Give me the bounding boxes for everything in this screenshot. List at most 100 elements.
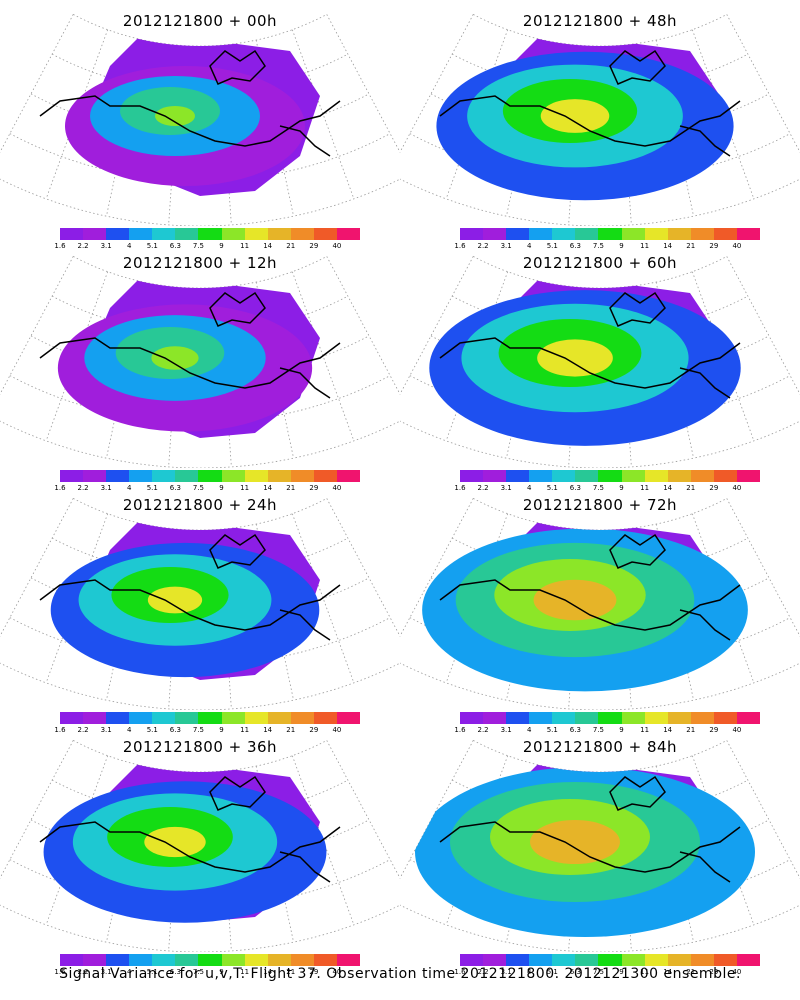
colorbar-tick-label: 4 — [126, 484, 132, 492]
map-panel: 2012121800 + 00h 1.6 2.2 3.1 4 5.1 6.3 7.5 9 11 14… — [0, 6, 400, 251]
colorbar-swatch — [129, 954, 153, 966]
colorbar-swatch — [690, 954, 714, 966]
variance-map — [0, 740, 400, 952]
colorbar-swatch — [152, 228, 176, 240]
colorbar-swatch — [290, 470, 314, 482]
colorbar-swatch — [106, 954, 130, 966]
colorbar-tick-label: 2.2 — [477, 242, 489, 250]
colorbar-tick-label: 21 — [286, 484, 296, 492]
map-panel: 2012121800 + 72h 1.6 2.2 3.1 4 5.1 6.3 7.5 9 11 14… — [400, 490, 800, 735]
colorbar-tick-label: 29 — [309, 968, 319, 976]
colorbar-swatch — [336, 954, 361, 966]
colorbar-swatch — [736, 954, 761, 966]
colorbar — [60, 712, 361, 724]
colorbar-tick-label: 9 — [619, 968, 624, 976]
colorbar-swatch — [152, 470, 176, 482]
colorbar-swatch — [198, 228, 222, 240]
colorbar-swatch — [221, 954, 245, 966]
colorbar-tick-label: 3.1 — [500, 726, 512, 734]
colorbar-tick-label: 4 — [526, 726, 532, 734]
panel-title: 2012121800 + 36h — [122, 738, 278, 756]
colorbar-tick-label: 5.1 — [146, 726, 158, 734]
colorbar — [60, 470, 361, 482]
colorbar-tick-label: 6.3 — [169, 242, 181, 250]
colorbar-swatch — [175, 954, 199, 966]
colorbar-swatch — [667, 228, 691, 240]
colorbar-swatch — [175, 228, 199, 240]
colorbar-swatch — [644, 712, 668, 724]
colorbar-tick-label: 9 — [219, 484, 224, 492]
colorbar-tick-label: 9 — [219, 726, 224, 734]
colorbar-swatch — [83, 954, 107, 966]
colorbar-swatch — [713, 954, 737, 966]
colorbar-labels: 1.6 2.2 3.1 4 5.1 6.3 7.5 9 11 14 21 29 40 — [454, 242, 760, 252]
colorbar-swatch — [60, 470, 84, 482]
colorbar-swatch — [336, 712, 361, 724]
colorbar-tick-label: 21 — [686, 484, 696, 492]
colorbar-tick-label: 40 — [732, 726, 742, 734]
colorbar — [460, 228, 761, 240]
colorbar-swatch — [267, 228, 291, 240]
variance-field — [57, 278, 320, 438]
latitude-line — [9, 133, 391, 182]
colorbar-tick-label: 6.3 — [169, 968, 181, 976]
panel-title: 2012121800 + 24h — [122, 496, 278, 514]
colorbar-tick-label: 6.3 — [569, 484, 581, 492]
colorbar-swatch — [152, 954, 176, 966]
colorbar-tick-label: 6.3 — [569, 242, 581, 250]
variance-map — [400, 14, 800, 226]
colorbar-swatch — [667, 954, 691, 966]
colorbar-tick-label: 7.5 — [592, 484, 605, 492]
colorbar-labels: 1.6 2.2 3.1 4 5.1 6.3 7.5 9 11 14 21 29 40 — [54, 968, 360, 978]
colorbar-swatch — [621, 470, 645, 482]
variance-contour — [533, 579, 617, 621]
latitude-line — [409, 133, 791, 182]
colorbar-swatch — [221, 470, 245, 482]
variance-contour — [147, 586, 203, 614]
colorbar-tick-label: 1.6 — [54, 484, 66, 492]
coastline — [39, 291, 341, 399]
colorbar-tick-label: 11 — [640, 968, 650, 976]
colorbar-swatch — [83, 712, 107, 724]
variance-field — [65, 36, 320, 196]
colorbar-swatch — [221, 712, 245, 724]
colorbar-swatch — [60, 954, 84, 966]
colorbar-tick-label: 14 — [663, 968, 673, 976]
colorbar-swatch — [313, 954, 337, 966]
colorbar-swatch — [290, 712, 314, 724]
colorbar-swatch — [106, 712, 130, 724]
colorbar-tick-label: 4 — [526, 484, 532, 492]
colorbar-tick-label: 3.1 — [100, 242, 112, 250]
longitude-line — [326, 740, 400, 879]
colorbar-tick-label: 7.5 — [592, 968, 605, 976]
colorbar-tick-label: 21 — [286, 242, 296, 250]
colorbar-tick-label: 2.2 — [477, 484, 489, 492]
panel-title: 2012121800 + 48h — [522, 12, 678, 30]
colorbar-tick-label: 3.1 — [500, 484, 512, 492]
colorbar-tick-label: 40 — [332, 484, 342, 492]
colorbar-swatch — [106, 470, 130, 482]
colorbar-labels: 1.6 2.2 3.1 4 5.1 6.3 7.5 9 11 14 21 29 40 — [54, 484, 360, 494]
colorbar-tick-label: 7.5 — [192, 726, 205, 734]
colorbar-swatch — [198, 954, 222, 966]
colorbar-swatch — [690, 712, 714, 724]
variance-contour — [540, 99, 610, 133]
latitude-line — [9, 617, 391, 666]
colorbar-swatch — [667, 712, 691, 724]
coastline — [39, 775, 341, 883]
colorbar-tick-label: 2.2 — [77, 484, 89, 492]
colorbar-tick-label: 5.1 — [146, 484, 158, 492]
colorbar-swatch — [621, 954, 645, 966]
colorbar-tick-label: 2.2 — [77, 968, 89, 976]
variance-contour — [144, 826, 206, 858]
variance-map — [0, 14, 400, 226]
longitude-line — [726, 256, 800, 395]
latitude-line — [9, 859, 391, 908]
colorbar-tick-label: 29 — [709, 726, 719, 734]
colorbar-swatch — [267, 954, 291, 966]
colorbar-swatch — [713, 470, 737, 482]
colorbar-tick-label: 3.1 — [500, 242, 512, 250]
colorbar-swatch — [506, 470, 530, 482]
colorbar-swatch — [267, 712, 291, 724]
colorbar-swatch — [598, 228, 622, 240]
